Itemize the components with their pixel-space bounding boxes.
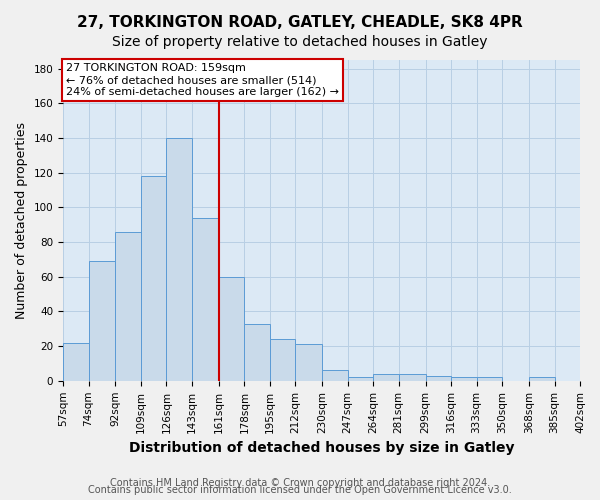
Text: 27, TORKINGTON ROAD, GATLEY, CHEADLE, SK8 4PR: 27, TORKINGTON ROAD, GATLEY, CHEADLE, SK… xyxy=(77,15,523,30)
Bar xyxy=(89,261,115,381)
Bar xyxy=(115,232,141,381)
Bar xyxy=(529,378,554,381)
Text: 27 TORKINGTON ROAD: 159sqm
← 76% of detached houses are smaller (514)
24% of sem: 27 TORKINGTON ROAD: 159sqm ← 76% of deta… xyxy=(66,64,339,96)
Bar xyxy=(219,277,244,381)
Bar xyxy=(244,324,270,381)
Bar xyxy=(398,374,425,381)
Bar xyxy=(295,344,322,381)
Bar xyxy=(425,376,451,381)
Bar xyxy=(580,376,600,381)
Text: Size of property relative to detached houses in Gatley: Size of property relative to detached ho… xyxy=(112,35,488,49)
Bar xyxy=(451,378,476,381)
Bar xyxy=(476,378,502,381)
Bar xyxy=(270,339,295,381)
Bar xyxy=(192,218,219,381)
Text: Contains public sector information licensed under the Open Government Licence v3: Contains public sector information licen… xyxy=(88,485,512,495)
Bar xyxy=(63,342,89,381)
Bar xyxy=(373,374,398,381)
Bar xyxy=(141,176,166,381)
Bar xyxy=(322,370,348,381)
Y-axis label: Number of detached properties: Number of detached properties xyxy=(15,122,28,319)
X-axis label: Distribution of detached houses by size in Gatley: Distribution of detached houses by size … xyxy=(129,441,514,455)
Bar xyxy=(166,138,192,381)
Text: Contains HM Land Registry data © Crown copyright and database right 2024.: Contains HM Land Registry data © Crown c… xyxy=(110,478,490,488)
Bar xyxy=(348,378,373,381)
